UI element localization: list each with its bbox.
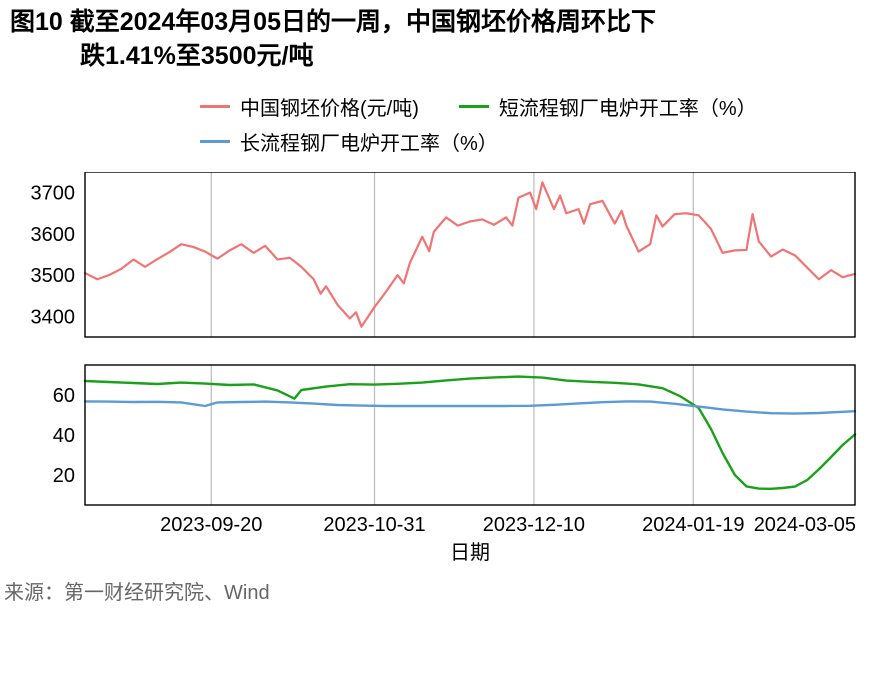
legend-swatch-s2 — [459, 105, 489, 108]
source-text: 来源：第一财经研究院、Wind — [0, 572, 885, 605]
svg-text:3700: 3700 — [31, 182, 76, 204]
legend-item-s3: 长流程钢厂电炉开工率（%） — [200, 127, 845, 156]
legend-item-s2: 短流程钢厂电炉开工率（%） — [459, 92, 757, 121]
legend-label-s2: 短流程钢厂电炉开工率（%） — [499, 92, 757, 121]
chart-title: 图10 截至2024年03月05日的一周，中国钢坯价格周环比下 跌1.41%至3… — [0, 0, 885, 74]
svg-text:3600: 3600 — [31, 223, 76, 245]
chart-figure: 图10 截至2024年03月05日的一周，中国钢坯价格周环比下 跌1.41%至3… — [0, 0, 885, 688]
chart-svg: 3400 3500 3600 3700 20 40 60 2023-09-20 2023-10-… — [0, 172, 885, 572]
legend: 中国钢坯价格(元/吨) 短流程钢厂电炉开工率（%） 长流程钢厂电炉开工率（%） — [0, 74, 885, 172]
legend-item-s1: 中国钢坯价格(元/吨) — [200, 92, 419, 121]
svg-text:2024-01-19: 2024-01-19 — [642, 514, 744, 536]
legend-label-s3: 长流程钢厂电炉开工率（%） — [240, 127, 498, 156]
title-line-2: 跌1.41%至3500元/吨 — [10, 40, 875, 74]
svg-text:40: 40 — [53, 425, 75, 447]
title-line-1: 图10 截至2024年03月05日的一周，中国钢坯价格周环比下 — [10, 8, 656, 36]
svg-text:2024-03-05: 2024-03-05 — [754, 514, 856, 536]
svg-text:3500: 3500 — [31, 265, 76, 287]
svg-text:2023-09-20: 2023-09-20 — [160, 514, 262, 536]
svg-text:20: 20 — [53, 465, 75, 487]
chart-area: 3400 3500 3600 3700 20 40 60 2023-09-20 2023-10-… — [0, 172, 885, 572]
svg-text:3400: 3400 — [31, 306, 76, 328]
legend-label-s1: 中国钢坯价格(元/吨) — [240, 92, 419, 121]
svg-text:日期: 日期 — [450, 542, 490, 564]
svg-text:60: 60 — [53, 385, 75, 407]
legend-swatch-s1 — [200, 105, 230, 108]
legend-swatch-s3 — [200, 140, 230, 143]
svg-text:2023-10-31: 2023-10-31 — [323, 514, 425, 536]
svg-text:2023-12-10: 2023-12-10 — [483, 514, 585, 536]
